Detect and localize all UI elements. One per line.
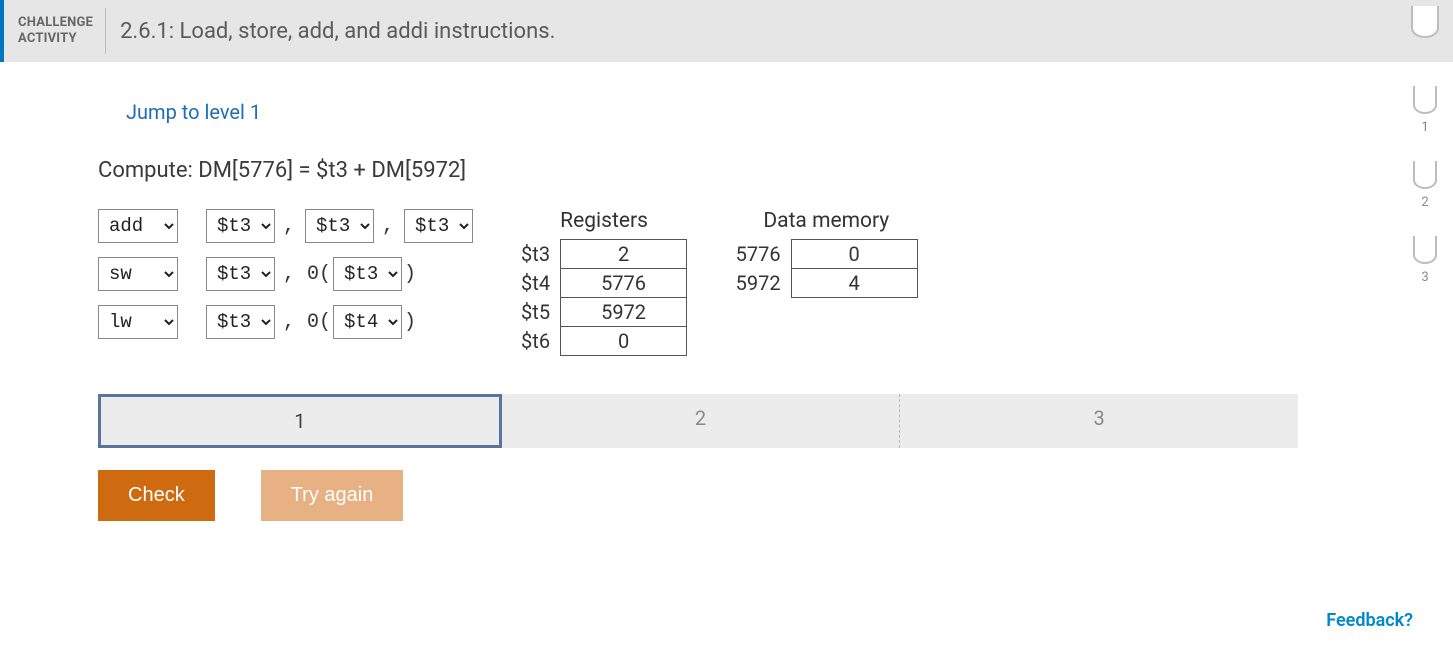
side-step[interactable]: 2 xyxy=(1397,161,1453,210)
register-value: 5972 xyxy=(561,298,687,327)
comma: , xyxy=(283,311,295,334)
reg-select[interactable]: $t3$t4$t5$t6 xyxy=(404,209,473,243)
op-select[interactable]: addaddilwsw xyxy=(98,257,178,291)
registers-table: $t32$t45776$t55972$t60 xyxy=(521,239,687,356)
register-value: 2 xyxy=(561,240,687,269)
memory-value: 4 xyxy=(791,269,917,298)
offset-open: 0( xyxy=(305,263,333,286)
offset-close: ) xyxy=(402,311,418,334)
activity-title: 2.6.1: Load, store, add, and addi instru… xyxy=(120,19,555,44)
side-step-number: 3 xyxy=(1421,270,1428,285)
header-divider xyxy=(105,8,106,54)
comma: , xyxy=(283,263,295,286)
register-name: $t6 xyxy=(521,327,561,356)
register-row: $t45776 xyxy=(521,269,687,298)
instruction-row: addaddilwsw$t3$t4$t5$t6,0($t3$t4$t5$t6) xyxy=(98,305,473,339)
register-row: $t60 xyxy=(521,327,687,356)
register-row: $t55972 xyxy=(521,298,687,327)
data-memory-panel: Data memory 5776059724 xyxy=(735,209,918,298)
shield-icon xyxy=(1413,236,1437,264)
memory-address: 5776 xyxy=(735,240,791,269)
side-step-number: 2 xyxy=(1421,195,1428,210)
step-cell[interactable]: 3 xyxy=(900,394,1298,448)
offset-base-group: 0($t3$t4$t5$t6) xyxy=(305,305,418,339)
reg-select[interactable]: $t3$t4$t5$t6 xyxy=(206,305,275,339)
memory-row: 59724 xyxy=(735,269,917,298)
challenge-badge-line1: CHALLENGE xyxy=(18,15,93,31)
challenge-badge: CHALLENGE ACTIVITY xyxy=(18,15,105,48)
op-select[interactable]: addaddilwsw xyxy=(98,305,178,339)
register-value: 5776 xyxy=(561,269,687,298)
register-value: 0 xyxy=(561,327,687,356)
step-progress-bar: 123 xyxy=(98,394,1298,448)
base-reg-select[interactable]: $t3$t4$t5$t6 xyxy=(333,257,402,291)
work-area: addaddilwsw $t3$t4$t5$t6, $t3$t4$t5$t6, $t3… xyxy=(98,209,1397,356)
registers-title: Registers xyxy=(560,209,648,233)
comma: , xyxy=(382,215,394,238)
check-button[interactable]: Check xyxy=(98,470,215,521)
step-cell[interactable]: 1 xyxy=(98,394,502,448)
jump-to-level-link[interactable]: Jump to level 1 xyxy=(126,100,261,124)
instruction-column: addaddilwsw $t3$t4$t5$t6, $t3$t4$t5$t6, $t3… xyxy=(98,209,473,339)
data-memory-table: 5776059724 xyxy=(735,239,918,298)
main-column: Jump to level 1 Compute: DM[5776] = $t3 … xyxy=(0,62,1397,521)
reg-select[interactable]: $t3$t4$t5$t6 xyxy=(206,209,275,243)
memory-value: 0 xyxy=(791,240,917,269)
shield-icon xyxy=(1413,161,1437,189)
challenge-header: CHALLENGE ACTIVITY 2.6.1: Load, store, a… xyxy=(0,0,1453,62)
button-row: Check Try again xyxy=(98,470,1397,521)
reg-select[interactable]: $t3$t4$t5$t6 xyxy=(206,257,275,291)
data-memory-title: Data memory xyxy=(763,209,889,233)
comma: , xyxy=(283,215,295,238)
offset-base-group: 0($t3$t4$t5$t6) xyxy=(305,257,418,291)
register-row: $t32 xyxy=(521,240,687,269)
register-name: $t3 xyxy=(521,240,561,269)
prompt-text: Compute: DM[5776] = $t3 + DM[5972] xyxy=(98,158,1397,183)
step-cell[interactable]: 2 xyxy=(502,394,901,448)
shield-icon xyxy=(1411,6,1439,38)
register-name: $t5 xyxy=(521,298,561,327)
instruction-row: addaddilwsw$t3$t4$t5$t6,0($t3$t4$t5$t6) xyxy=(98,257,473,291)
instruction-row: addaddilwsw $t3$t4$t5$t6, $t3$t4$t5$t6, $t3… xyxy=(98,209,473,243)
offset-open: 0( xyxy=(305,311,333,334)
register-name: $t4 xyxy=(521,269,561,298)
try-again-button[interactable]: Try again xyxy=(261,470,404,521)
memory-address: 5972 xyxy=(735,269,791,298)
registers-panel: Registers $t32$t45776$t55972$t60 xyxy=(521,209,687,356)
side-step-number: 1 xyxy=(1421,120,1428,135)
side-progress-column: 1 2 3 xyxy=(1397,62,1453,311)
op-select[interactable]: addaddilwsw xyxy=(98,209,178,243)
memory-row: 57760 xyxy=(735,240,917,269)
feedback-link[interactable]: Feedback? xyxy=(1326,610,1413,631)
challenge-badge-line2: ACTIVITY xyxy=(18,31,93,47)
content: Jump to level 1 Compute: DM[5776] = $t3 … xyxy=(0,62,1453,521)
side-step[interactable]: 1 xyxy=(1397,86,1453,135)
side-step[interactable]: 3 xyxy=(1397,236,1453,285)
base-reg-select[interactable]: $t3$t4$t5$t6 xyxy=(333,305,402,339)
shield-icon xyxy=(1413,86,1437,114)
reg-select[interactable]: $t3$t4$t5$t6 xyxy=(305,209,374,243)
progress-shield-icon xyxy=(1411,6,1439,42)
offset-close: ) xyxy=(402,263,418,286)
